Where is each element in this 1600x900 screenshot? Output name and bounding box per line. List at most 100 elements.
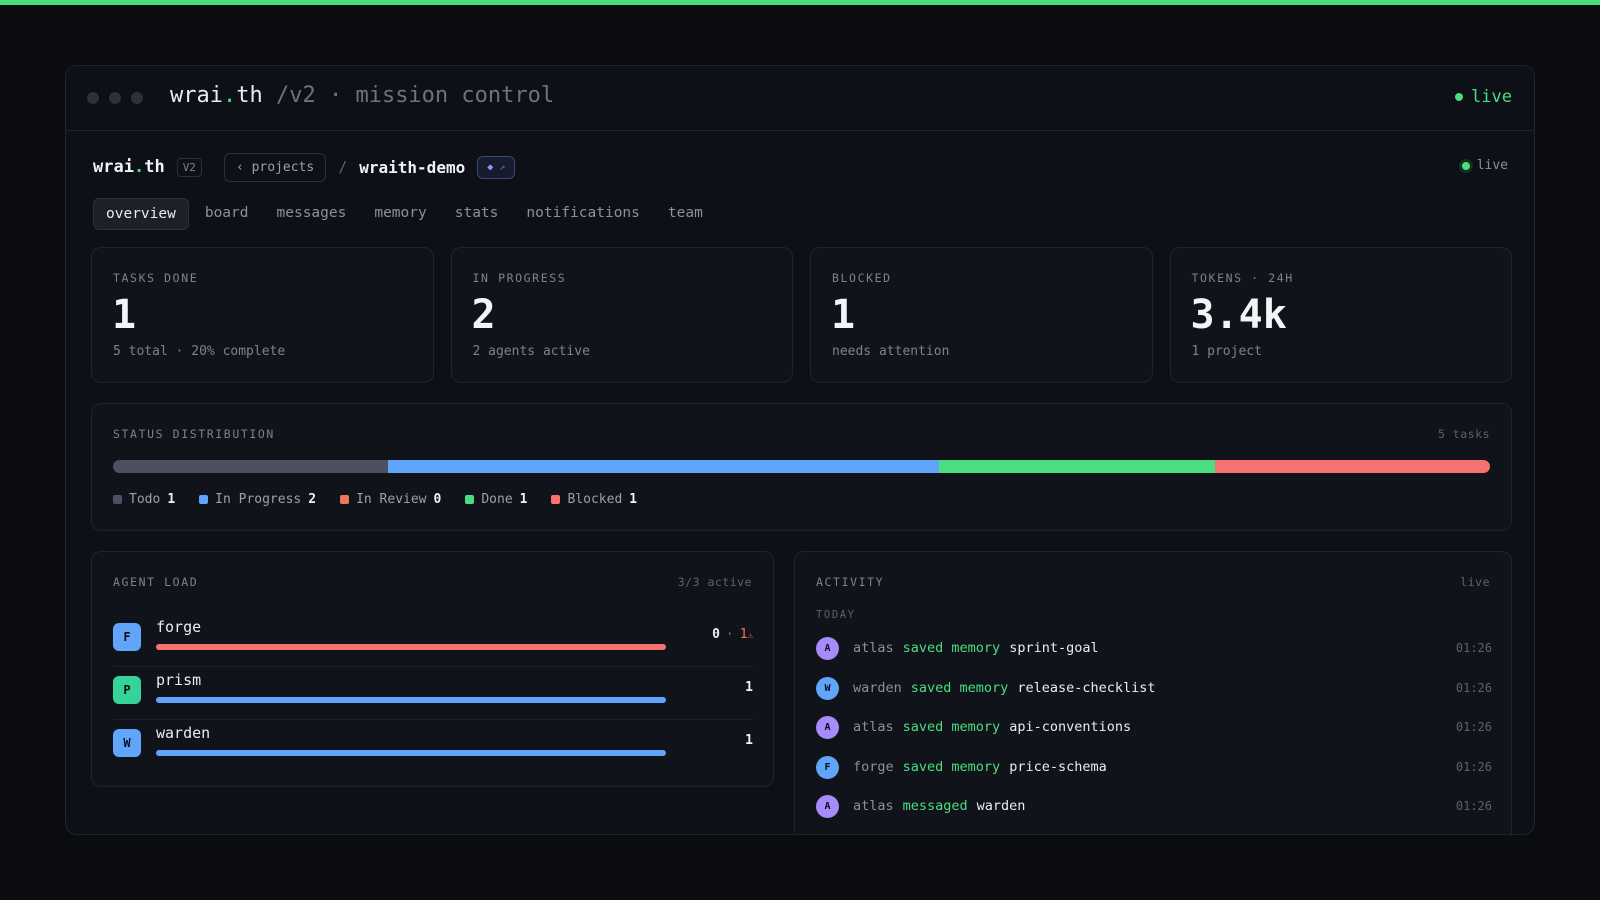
activity-time: 01:26 bbox=[1455, 759, 1492, 774]
brand-dot: . bbox=[222, 83, 237, 108]
stat-value: 2 bbox=[471, 292, 496, 338]
stat-label: BLOCKED bbox=[832, 271, 892, 285]
stat-card: IN PROGRESS 2 2 agents active bbox=[450, 247, 793, 383]
agent-load: 0 bbox=[712, 627, 720, 642]
legend-count: 1 bbox=[629, 492, 638, 507]
activity-target: api-conventions bbox=[1009, 719, 1132, 735]
stat-label: IN PROGRESS bbox=[472, 271, 567, 285]
panel-title: AGENT LOAD bbox=[113, 575, 199, 589]
activity-action: saved memory bbox=[902, 640, 1001, 656]
brand: th bbox=[236, 83, 263, 108]
window: wrai.th /v2 · mission control live wrai.… bbox=[65, 65, 1535, 835]
legend-name: Todo bbox=[129, 492, 161, 507]
activity-avatar: A bbox=[816, 795, 839, 818]
tab[interactable]: memory bbox=[374, 205, 427, 221]
version-badge: V2 bbox=[176, 157, 202, 177]
project-link[interactable]: ◆ ↗ bbox=[477, 155, 516, 179]
tab[interactable]: overview bbox=[93, 198, 189, 230]
agent-count: 0 · 1⚠ bbox=[712, 627, 753, 642]
activity-action: messaged bbox=[902, 798, 968, 814]
stat-label: TOKENS · 24H bbox=[1191, 271, 1294, 285]
activity-actor: atlas bbox=[853, 798, 894, 814]
breadcrumb-separator: / bbox=[338, 158, 348, 176]
activity-target: release-checklist bbox=[1017, 679, 1156, 696]
panel-title: STATUS DISTRIBUTION bbox=[113, 427, 275, 441]
activity-target: sprint-goal bbox=[1009, 640, 1099, 656]
legend-name: Blocked bbox=[567, 492, 623, 507]
legend-item: Done 1 bbox=[465, 492, 527, 507]
tab[interactable]: board bbox=[204, 205, 249, 221]
tab[interactable]: stats bbox=[454, 205, 499, 221]
legend-swatch bbox=[340, 495, 350, 504]
legend-count: 2 bbox=[308, 492, 317, 507]
agent-load: 1 bbox=[745, 680, 753, 695]
back-text: projects bbox=[251, 159, 315, 175]
agent-bar bbox=[156, 697, 666, 703]
legend-swatch bbox=[199, 495, 209, 504]
status-segment bbox=[388, 460, 940, 473]
activity-actor: warden bbox=[853, 679, 902, 696]
activity-action: saved memory bbox=[902, 758, 1001, 775]
activity-actor: forge bbox=[853, 758, 894, 775]
tab[interactable]: messages bbox=[276, 205, 347, 221]
legend-name: In Progress bbox=[215, 492, 302, 507]
stat-value: 1 bbox=[831, 292, 856, 338]
tab[interactable]: notifications bbox=[526, 205, 640, 221]
activity-avatar: A bbox=[816, 716, 839, 739]
activity-target: warden bbox=[976, 798, 1026, 814]
panel-summary: 5 tasks bbox=[1438, 427, 1490, 441]
brand-part: wrai bbox=[93, 157, 134, 177]
legend-count: 1 bbox=[519, 492, 528, 507]
warning-icon: ⚠ bbox=[747, 631, 753, 641]
legend-item: In Progress 2 bbox=[199, 492, 316, 507]
top-accent bbox=[0, 0, 1600, 5]
brand: wrai.th bbox=[93, 157, 165, 177]
activity-time: 01:26 bbox=[1455, 720, 1492, 734]
blocked-count: 1 bbox=[739, 627, 748, 642]
activity-action: saved memory bbox=[910, 679, 1009, 696]
live-text: live bbox=[1476, 158, 1508, 173]
stat-note: 5 total · 20% complete bbox=[113, 344, 286, 359]
window-dot bbox=[109, 92, 121, 104]
window-title: wrai.th /v2 · mission control bbox=[170, 83, 554, 108]
title-bar: wrai.th /v2 · mission control live bbox=[66, 66, 1534, 131]
legend-swatch bbox=[113, 495, 122, 504]
brand: wrai bbox=[170, 83, 223, 108]
activity-text: atlas saved memory sprint-goal bbox=[853, 640, 1099, 656]
activity-text: forge saved memory price-schema bbox=[853, 759, 1107, 775]
legend-count: 0 bbox=[433, 492, 442, 507]
stat-note: 1 project bbox=[1191, 344, 1262, 359]
legend-name: Done bbox=[481, 492, 513, 507]
activity-avatar: F bbox=[816, 755, 839, 779]
stat-value: 3.4k bbox=[1190, 292, 1287, 338]
window-dot bbox=[131, 92, 143, 104]
project-name: wraith-demo bbox=[359, 157, 466, 177]
activity-text: atlas saved memory api-conventions bbox=[853, 719, 1131, 735]
agent-blocked: 1⚠ bbox=[740, 627, 753, 642]
agent-bar bbox=[156, 644, 666, 650]
stat-value: 1 bbox=[112, 292, 137, 338]
legend-item: In Review 0 bbox=[340, 492, 441, 507]
brand-dot: . bbox=[133, 157, 145, 177]
activity-avatar: A bbox=[816, 637, 839, 660]
group-label: TODAY bbox=[816, 609, 856, 621]
header: wrai.th V2 ‹ projects / wraith-demo ◆ ↗ bbox=[93, 151, 516, 183]
back-button[interactable]: ‹ projects bbox=[223, 152, 327, 182]
legend: Todo 1 In Progress 2 In Review 0 Done 1 Blocked 1 bbox=[113, 492, 637, 507]
legend-item: Blocked 1 bbox=[551, 492, 637, 507]
stat-card: TOKENS · 24H 3.4k 1 project bbox=[1169, 247, 1512, 383]
brand-part: th bbox=[144, 157, 165, 177]
tab[interactable]: team bbox=[667, 205, 703, 221]
activity-target: price-schema bbox=[1009, 758, 1107, 775]
agent-name: prism bbox=[156, 671, 202, 689]
activity-time: 01:26 bbox=[1455, 641, 1492, 655]
stat-label: TASKS DONE bbox=[113, 271, 199, 285]
